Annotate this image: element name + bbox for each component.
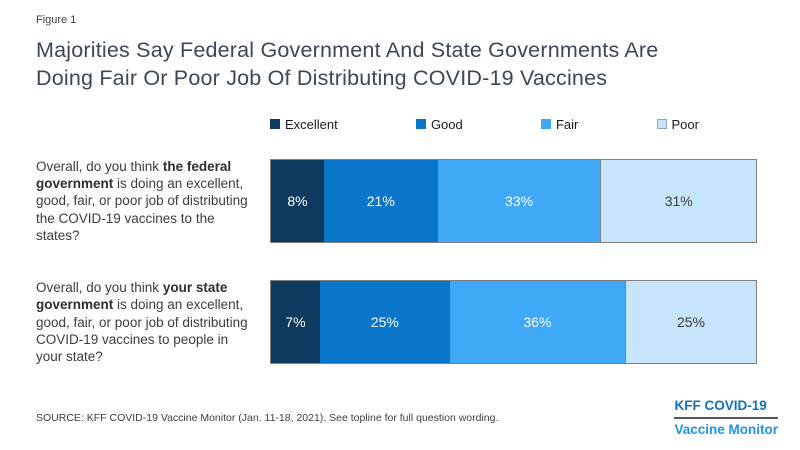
question-rest: is doing an excellent, good, fair, or po… — [36, 297, 248, 365]
legend-label: Poor — [671, 116, 699, 132]
question-bold-phrase: your state government — [36, 280, 228, 313]
excellent-swatch-icon — [270, 119, 280, 130]
figure-footer: SOURCE: KFF COVID-19 Vaccine Monitor (Ja… — [36, 398, 778, 438]
stacked-bar-chart: Excellent Good Fair Poor Overall, do you… — [0, 93, 800, 366]
bar-segment-good: 25% — [319, 281, 450, 364]
state-question-text: Overall, do you think your state governm… — [36, 279, 258, 365]
bar-segment-poor: 31% — [600, 159, 756, 242]
legend-item-poor: Poor — [656, 116, 699, 132]
state-government-row: Overall, do you think your state governm… — [36, 279, 757, 365]
federal-government-row: Overall, do you think the federal govern… — [36, 158, 757, 244]
segment-value-label: 25% — [676, 314, 705, 331]
legend-item-excellent: Excellent — [270, 117, 338, 132]
bar-segment-poor: 25% — [624, 281, 756, 364]
legend-item-good: Good — [415, 116, 463, 132]
chart-title: Majorities Say Federal Government And St… — [36, 38, 659, 91]
logo-line-1: KFF COVID-19 — [674, 398, 778, 419]
legend-item-fair: Fair — [540, 116, 579, 132]
figure-header: Figure 1 Majorities Say Federal Governme… — [0, 0, 800, 93]
legend-label: Excellent — [285, 116, 338, 132]
question-rest: is doing an excellent, good, fair, or po… — [36, 176, 248, 243]
legend-label: Fair — [555, 116, 579, 132]
logo-line-2: Vaccine Monitor — [674, 421, 778, 437]
figure-number-label: Figure 1 — [36, 14, 77, 26]
kff-vaccine-monitor-logo: KFF COVID-19 Vaccine Monitor — [674, 398, 778, 438]
question-bold-phrase: the federal government — [36, 158, 232, 192]
state-stacked-bar: 7% 25% 36% 25% — [270, 280, 757, 365]
segment-value-label: 7% — [285, 314, 306, 331]
bar-segment-fair: 33% — [437, 159, 601, 242]
good-swatch-icon — [415, 119, 426, 130]
segment-value-label: 31% — [664, 192, 693, 209]
segment-value-label: 21% — [366, 192, 395, 209]
segment-value-label: 25% — [370, 314, 399, 331]
segment-value-label: 8% — [287, 192, 308, 209]
segment-value-label: 33% — [505, 192, 534, 209]
bar-segment-excellent: 7% — [271, 281, 320, 364]
source-note: SOURCE: KFF COVID-19 Vaccine Monitor (Ja… — [36, 411, 499, 424]
chart-legend: Excellent Good Fair Poor — [270, 117, 757, 132]
segment-value-label: 36% — [523, 314, 552, 331]
bar-segment-good: 21% — [323, 159, 438, 242]
question-prefix: Overall, do you think — [36, 158, 163, 174]
bar-segment-excellent: 8% — [271, 159, 324, 242]
bar-segment-fair: 36% — [449, 281, 625, 364]
poor-swatch-icon — [656, 119, 667, 130]
federal-stacked-bar: 8% 21% 33% 31% — [270, 158, 757, 243]
legend-label: Good — [430, 116, 463, 132]
federal-question-text: Overall, do you think the federal govern… — [36, 158, 258, 244]
fair-swatch-icon — [540, 119, 551, 130]
question-prefix: Overall, do you think — [36, 280, 163, 296]
